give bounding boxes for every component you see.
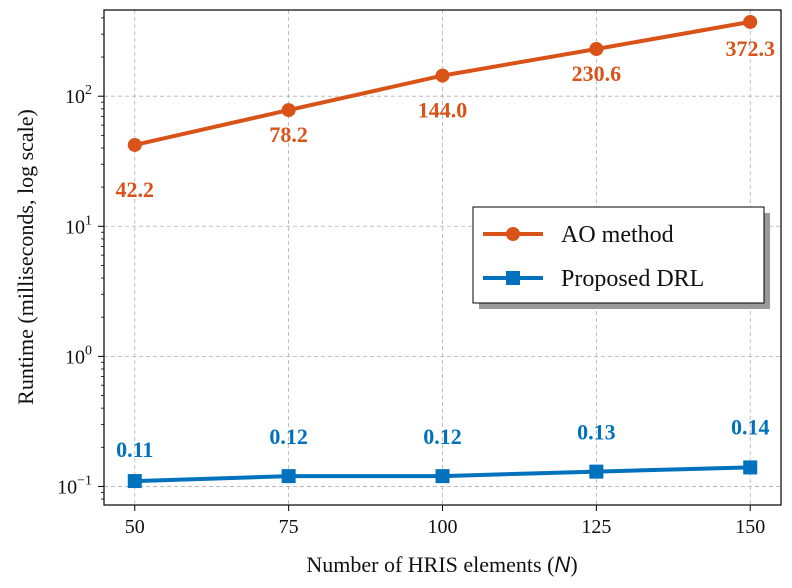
data-labels: 42.2 78.2 144.0 230.6 372.3 0.11 0.12 0.12 0.13 0… [116,36,775,462]
x-tick-label: 100 [428,516,458,538]
y-tick-label: 102 [65,83,92,108]
x-tick-label: 75 [279,516,299,538]
data-label: 78.2 [269,122,308,147]
data-label: 230.6 [572,61,622,86]
data-point-drl [435,469,450,484]
data-label: 372.3 [725,36,775,61]
data-point-drl [127,474,142,489]
data-point-ao [743,14,758,29]
data-point-drl [281,469,296,484]
data-point-ao [435,68,450,83]
data-point-ao [127,137,142,152]
data-point-ao [589,42,604,57]
legend-box [472,206,765,304]
data-label: 42.2 [116,177,155,202]
series [127,14,758,489]
data-label: 0.14 [731,414,770,439]
x-tick-label: 125 [581,516,611,538]
x-tick-label: 150 [735,516,765,538]
legend: AO method Proposed DRL [472,206,770,309]
data-label: 0.11 [116,437,153,462]
legend-label-ao: AO method [561,222,674,248]
data-point-drl [743,460,758,475]
data-label: 0.13 [577,420,616,445]
legend-label-drl: Proposed DRL [561,266,704,292]
x-axis-label: Number of HRIS elements (N) [306,552,577,577]
y-tick-label: 10−1 [57,473,92,498]
y-tick-label: 100 [65,343,92,368]
axis-ticks: 50 75 100 125 150 10−1 100 101 102 [57,17,765,538]
data-label: 0.12 [423,424,462,449]
legend-marker-drl [506,271,520,285]
data-label: 144.0 [418,98,468,123]
data-point-ao [281,103,296,118]
legend-marker-ao [506,227,520,241]
y-tick-label: 101 [65,213,92,238]
x-tick-label: 50 [125,516,145,538]
data-label: 0.12 [269,424,308,449]
data-point-drl [589,464,604,479]
y-axis-label: Runtime (milliseconds, log scale) [13,109,38,405]
